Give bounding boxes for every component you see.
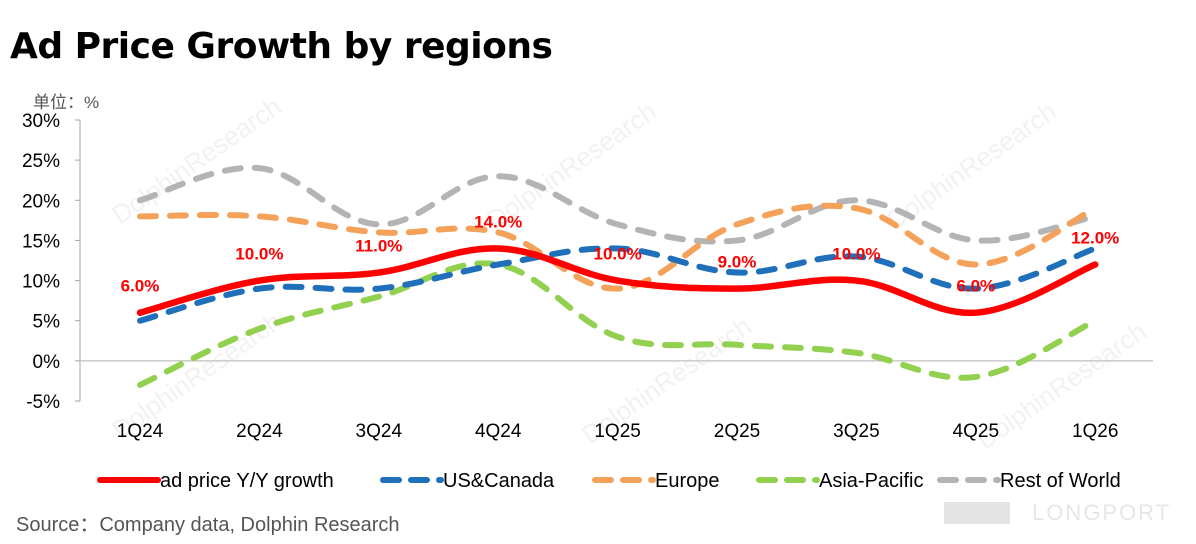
legend-label: Europe xyxy=(655,470,720,492)
x-tick-label: 4Q25 xyxy=(953,421,999,442)
x-tick-label: 1Q26 xyxy=(1072,421,1118,442)
chart-title: Ad Price Growth by regions xyxy=(10,26,553,67)
data-label: 10.0% xyxy=(832,245,880,264)
y-tick-label: 10% xyxy=(22,272,60,293)
series-line-asia-pacific xyxy=(137,260,1099,388)
y-tick-label: 0% xyxy=(33,352,61,373)
watermark-text: DolphinResearch xyxy=(106,91,287,230)
y-tick-label: 20% xyxy=(22,191,60,212)
y-tick-label: 25% xyxy=(22,151,60,172)
series-line-europe xyxy=(137,202,1099,292)
series-line-rest-of-world xyxy=(137,164,1099,245)
legend-label: US&Canada xyxy=(443,470,555,492)
legend-label: ad price Y/Y growth xyxy=(160,470,334,492)
x-tick-label: 3Q24 xyxy=(356,421,403,442)
y-tick-label: -5% xyxy=(26,392,60,413)
data-label: 14.0% xyxy=(474,212,522,231)
x-tick-label: 3Q25 xyxy=(833,421,879,442)
x-tick-label: 2Q24 xyxy=(236,421,283,442)
x-tick-label: 2Q25 xyxy=(714,421,760,442)
data-label: 6.0% xyxy=(121,277,160,296)
series-line-ad-price-y-y-growth xyxy=(136,245,1099,316)
source-note: Source：Company data, Dolphin Research xyxy=(16,514,400,536)
y-tick-label: 5% xyxy=(33,312,61,333)
unit-label: 单位：% xyxy=(33,93,100,112)
data-label: 12.0% xyxy=(1071,229,1119,248)
x-tick-label: 1Q24 xyxy=(117,421,164,442)
y-tick-label: 30% xyxy=(22,111,60,132)
legend-label: Rest of World xyxy=(1000,470,1121,492)
x-tick-label: 1Q25 xyxy=(594,421,640,442)
x-tick-label: 4Q24 xyxy=(475,421,522,442)
series-line-us-canada xyxy=(137,245,1099,324)
legend-label: Asia-Pacific xyxy=(819,470,923,492)
data-label: 10.0% xyxy=(593,245,641,264)
data-label: 9.0% xyxy=(718,253,757,272)
y-tick-label: 15% xyxy=(22,231,60,252)
brand-logo: LONGPORT xyxy=(944,500,1184,530)
brand-name: LONGPORT xyxy=(1032,500,1172,525)
data-label: 11.0% xyxy=(355,237,402,256)
brand-mark-icon xyxy=(944,502,1010,524)
data-label: 10.0% xyxy=(235,245,283,264)
data-label: 6.0% xyxy=(956,277,995,296)
